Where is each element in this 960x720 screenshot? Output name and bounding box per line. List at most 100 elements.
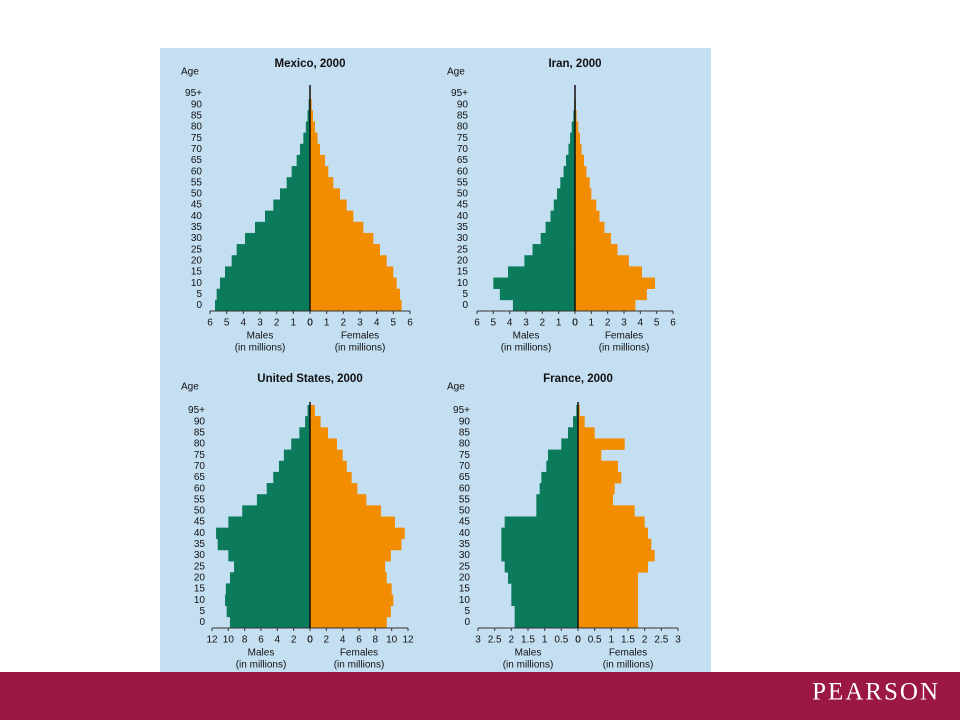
bar (310, 277, 397, 289)
x-tick-label: 2 (605, 318, 611, 329)
x-tick-label: 4 (374, 318, 380, 329)
y-tick-label: 85 (457, 111, 469, 122)
bar (504, 561, 578, 573)
bar (578, 572, 638, 584)
x-tick-label: 10 (386, 635, 398, 646)
y-tick-label: 0 (464, 617, 470, 628)
bar (310, 583, 392, 595)
bar (280, 188, 310, 200)
bar (266, 483, 310, 495)
y-tick-label: 75 (459, 450, 471, 461)
x-tick-label: 0 (307, 318, 313, 329)
bar (310, 516, 395, 528)
x-tick-label: 0.5 (588, 635, 602, 646)
bar (291, 438, 310, 450)
y-tick-label: 45 (459, 517, 471, 528)
x-tick-label: 2 (642, 635, 648, 646)
x-tick-label: 0 (575, 635, 581, 646)
y-tick-label: 25 (191, 244, 203, 255)
x-tick-label: 1 (542, 635, 548, 646)
x-tick-label: 1 (324, 318, 330, 329)
axis-label: Males (247, 331, 274, 342)
y-tick-label: 20 (459, 572, 471, 583)
bar (310, 210, 354, 223)
bar (305, 121, 310, 133)
y-tick-label: 25 (459, 561, 471, 572)
y-axis-label: Age (447, 382, 465, 393)
bar (242, 505, 310, 517)
bar (575, 188, 592, 200)
x-tick-label: 3 (621, 318, 627, 329)
footer-bar (0, 672, 960, 720)
y-tick-label: 35 (191, 222, 203, 233)
bar (578, 483, 615, 495)
y-tick-label: 90 (457, 99, 469, 110)
x-tick-label: 0 (572, 318, 578, 329)
bar (575, 210, 600, 223)
bar (578, 616, 638, 629)
x-tick-label: 2 (341, 318, 347, 329)
y-tick-label: 15 (191, 267, 203, 278)
bar (310, 110, 313, 122)
bar (511, 583, 578, 595)
bar (575, 266, 642, 278)
axis-label: Males (513, 331, 540, 342)
y-tick-label: 10 (191, 278, 203, 289)
bar (286, 177, 310, 189)
x-tick-label: 0 (575, 635, 581, 646)
bar (540, 232, 575, 245)
bar (310, 460, 347, 473)
bar (310, 527, 405, 540)
y-tick-label: 35 (457, 222, 469, 233)
y-tick-label: 80 (191, 122, 203, 133)
bar (578, 516, 645, 528)
bar (514, 616, 578, 629)
bar (575, 166, 587, 178)
bar (578, 561, 648, 573)
axis-label: Females (341, 331, 379, 342)
y-tick-label: 5 (462, 289, 468, 300)
bar (578, 583, 638, 595)
brand: PEARSON (812, 679, 940, 706)
bar (310, 132, 318, 145)
bar (499, 288, 575, 301)
bar (296, 154, 310, 167)
y-tick-label: 30 (194, 550, 206, 561)
bar (578, 471, 622, 484)
y-tick-label: 85 (194, 428, 206, 439)
bar (310, 438, 337, 450)
x-tick-label: 5 (391, 318, 397, 329)
bar (575, 255, 629, 267)
bar (575, 143, 582, 156)
bar (541, 471, 578, 484)
bar (548, 449, 578, 462)
bar (278, 460, 310, 473)
x-tick-label: 12 (402, 635, 414, 646)
y-tick-label: 90 (459, 416, 471, 427)
bar (310, 99, 312, 111)
bar (578, 416, 585, 428)
bar (310, 549, 391, 562)
bar (573, 110, 575, 122)
x-tick-label: 1 (291, 318, 297, 329)
y-tick-label: 60 (194, 483, 206, 494)
x-tick-label: 4 (638, 318, 644, 329)
bar (225, 594, 310, 606)
bar (310, 616, 387, 629)
x-tick-label: 4 (241, 318, 247, 329)
bar (310, 266, 394, 278)
y-tick-label: 15 (457, 267, 469, 278)
bar (310, 244, 380, 256)
y-tick-label: 45 (191, 200, 203, 211)
x-tick-label: 8 (242, 635, 248, 646)
y-tick-label: 70 (457, 144, 469, 155)
x-tick-label: 6 (670, 318, 676, 329)
bar (501, 527, 578, 540)
y-tick-label: 55 (191, 177, 203, 188)
y-tick-label: 30 (191, 233, 203, 244)
bar (228, 516, 310, 528)
x-tick-label: 1.5 (621, 635, 635, 646)
x-tick-label: 1.5 (521, 635, 535, 646)
bar (310, 505, 382, 517)
bar (310, 427, 328, 439)
